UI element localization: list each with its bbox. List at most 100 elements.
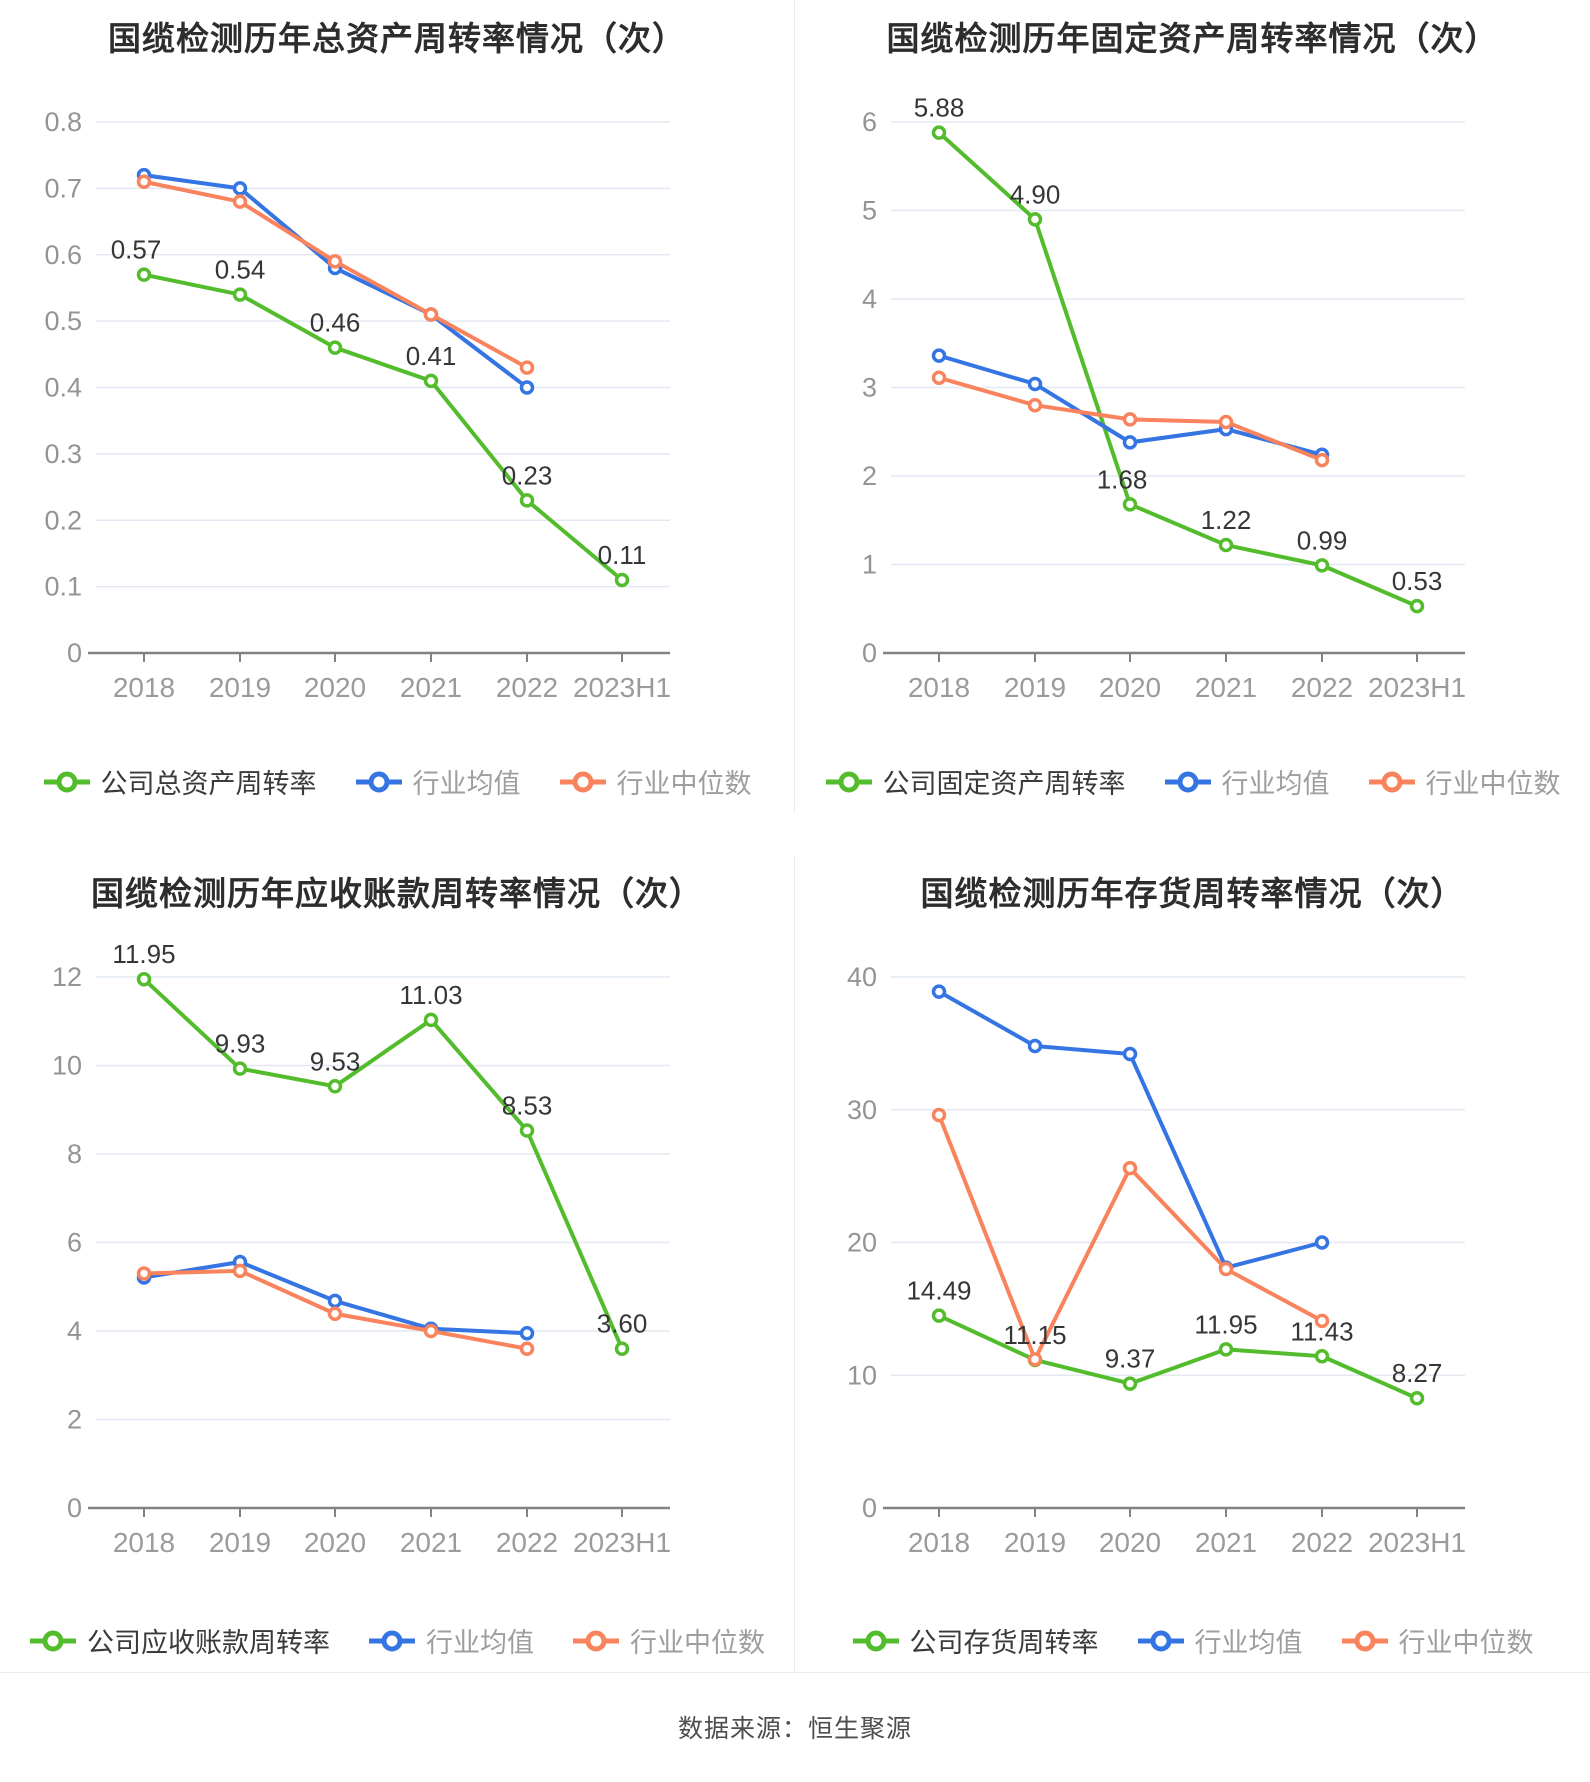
charts-row-top: 0 0.1 0.2 0.3 0.4 0.5 0.6 0.7 0.8 2018 2019 2020 202…	[0, 0, 1590, 813]
series-median	[931, 370, 1330, 468]
data-point	[423, 1323, 439, 1339]
y-tick-label: 0.8	[44, 107, 82, 137]
legend-item-company[interactable]: 公司总资产周转率	[43, 762, 317, 801]
legend-item-median[interactable]: 行业中位数	[559, 762, 752, 801]
x-tick-label: 2020	[304, 1527, 366, 1558]
y-tick-label: 8	[67, 1139, 82, 1169]
data-point	[1122, 1160, 1138, 1176]
y-axis-labels: 0 2 4 6 8 10 12	[52, 962, 82, 1523]
legend-line-marker-icon	[1137, 1630, 1184, 1651]
x-tick-label: 2022	[496, 1527, 558, 1558]
data-point	[931, 370, 947, 386]
data-source-note: 数据来源：恒生聚源	[677, 1715, 912, 1743]
charts-row-bottom: 0 2 4 6 8 10 12 2018 2019 2020 2021 2022 2023H1 11.95…	[0, 855, 1590, 1673]
legend-item-company[interactable]: 公司应收账款周转率	[29, 1621, 330, 1660]
x-tick-label: 2023H1	[1368, 1527, 1466, 1558]
legend-label: 行业均值	[412, 769, 521, 799]
legend-label: 公司固定资产周转率	[882, 769, 1126, 799]
data-point-label: 1.22	[1201, 505, 1252, 535]
data-point	[327, 1079, 343, 1094]
data-point	[1314, 1313, 1330, 1329]
data-point	[327, 340, 343, 355]
data-point	[519, 360, 535, 375]
legend-item-company[interactable]: 公司固定资产周转率	[825, 762, 1126, 801]
x-tick-label: 2022	[1291, 672, 1353, 703]
data-point	[931, 1308, 947, 1323]
data-point	[1409, 1390, 1425, 1406]
series-mean	[931, 348, 1330, 463]
legend-line-marker-icon	[559, 771, 606, 792]
line-chart-fixed-asset: 0 1 2 3 4 5 6 2018 2019 2020 2021 2022 2023H1 5.88 4.9…	[862, 93, 1466, 703]
series-mean	[931, 984, 1330, 1275]
legend-item-median[interactable]: 行业中位数	[1341, 1621, 1534, 1660]
chart-legend: 公司总资产周转率 行业均值 行业中位数	[0, 762, 794, 801]
chart-panel-fixed-asset-turnover: 0 1 2 3 4 5 6 2018 2019 2020 2021 2022 2023H1 5.88 4.9…	[795, 0, 1590, 813]
data-point	[1122, 412, 1138, 427]
x-tick-label: 2021	[400, 672, 462, 703]
legend-item-mean[interactable]: 行业均值	[1137, 1621, 1303, 1660]
data-point	[1218, 537, 1234, 553]
x-axis: 2018 2019 2020 2021 2022 2023H1	[88, 1506, 671, 1558]
data-point-label: 4.90	[1010, 179, 1061, 209]
series-median	[136, 1263, 535, 1356]
y-tick-label: 40	[847, 962, 877, 992]
data-point	[519, 380, 535, 395]
y-tick-label: 0	[862, 1493, 877, 1523]
data-point	[614, 1341, 630, 1356]
data-point	[327, 254, 343, 269]
y-axis-labels: 0 1 2 3 4 5 6	[862, 107, 877, 668]
series-company	[136, 267, 630, 588]
data-labels: 5.88 4.90 1.68 1.22 0.99 0.53	[914, 93, 1443, 596]
data-point	[1122, 497, 1138, 512]
data-point-label: 8.53	[502, 1091, 553, 1121]
data-point-label: 11.43	[1290, 1316, 1353, 1346]
data-point	[232, 181, 248, 196]
data-point	[232, 287, 248, 302]
data-point	[519, 1325, 535, 1341]
x-tick-label: 2019	[209, 672, 271, 703]
data-point	[1314, 1235, 1330, 1250]
data-labels: 11.95 9.93 9.53 11.03 8.53 3.60	[112, 939, 647, 1338]
y-tick-label: 0	[67, 638, 82, 668]
legend-item-mean[interactable]: 行业均值	[1164, 762, 1330, 801]
y-tick-label: 30	[847, 1095, 877, 1125]
series-mean	[136, 1254, 535, 1341]
y-tick-label: 0	[67, 1493, 82, 1523]
legend-item-company[interactable]: 公司存货周转率	[852, 1621, 1099, 1660]
data-point	[931, 984, 947, 999]
data-point-label: 0.54	[215, 255, 266, 285]
data-point	[136, 267, 152, 282]
data-point-label: 0.57	[111, 235, 162, 265]
data-point	[232, 194, 248, 209]
x-axis: 2018 2019 2020 2021 2022 2023H1	[883, 651, 1466, 703]
data-point	[423, 373, 439, 389]
chart-legend: 公司固定资产周转率 行业均值 行业中位数	[795, 762, 1590, 801]
data-point	[1027, 1038, 1043, 1054]
y-tick-label: 10	[847, 1360, 877, 1390]
data-point-label: 1.68	[1097, 464, 1148, 494]
legend-item-median[interactable]: 行业中位数	[572, 1621, 765, 1660]
x-tick-label: 2021	[400, 1527, 462, 1558]
y-tick-label: 0	[862, 638, 877, 668]
data-point	[519, 1341, 535, 1356]
data-point-label: 11.95	[1194, 1309, 1257, 1339]
data-labels: 0.57 0.54 0.46 0.41 0.23 0.11	[111, 235, 647, 570]
y-tick-label: 0.7	[44, 173, 82, 203]
legend-line-marker-icon	[355, 771, 402, 792]
chart-legend: 公司存货周转率 行业均值 行业中位数	[795, 1621, 1590, 1660]
legend-item-median[interactable]: 行业中位数	[1368, 762, 1561, 801]
data-point	[1218, 1342, 1234, 1357]
data-point	[1027, 376, 1043, 392]
legend-item-mean[interactable]: 行业均值	[355, 762, 521, 801]
x-axis: 2018 2019 2020 2021 2022 2023H1	[88, 651, 671, 703]
legend-item-mean[interactable]: 行业均值	[368, 1621, 534, 1660]
legend-label: 行业中位数	[1425, 769, 1561, 799]
data-point-label: 8.27	[1392, 1358, 1443, 1388]
data-point-label: 0.11	[598, 540, 647, 570]
data-point	[1314, 1349, 1330, 1364]
legend-label: 行业中位数	[1398, 1628, 1534, 1658]
x-tick-label: 2021	[1195, 672, 1257, 703]
data-point-label: 0.41	[406, 341, 457, 371]
y-tick-label: 0.2	[44, 505, 82, 535]
y-tick-label: 0.5	[44, 306, 82, 336]
